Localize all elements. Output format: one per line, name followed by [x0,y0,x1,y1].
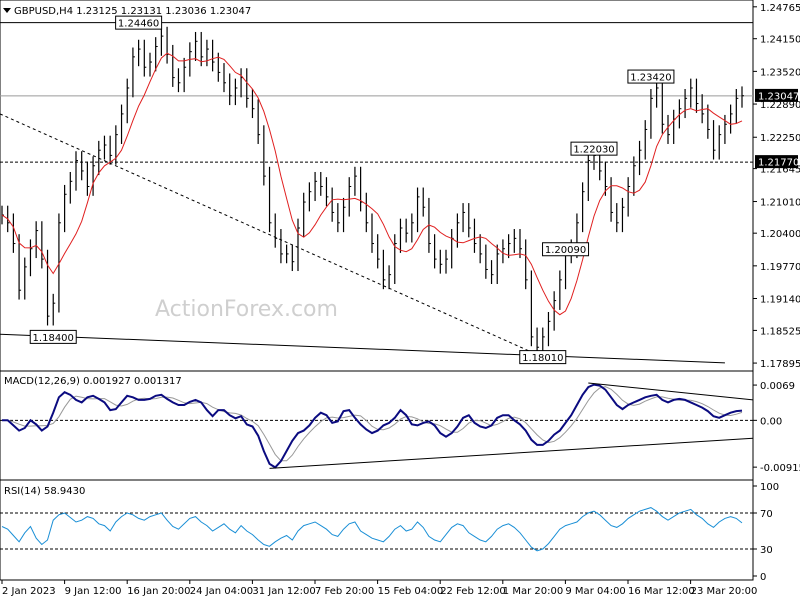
macd-support-trendline [269,437,754,469]
price-y-tick-label: 1.21645 [760,165,800,176]
annotation-box [519,350,567,365]
x-tick-label: 2 Jan 2023 [2,586,56,597]
watermark: ActionForex.com [155,297,338,322]
price-y-tick-label: 1.24150 [760,35,800,46]
price-annotation: 1.20090 [542,242,590,257]
annotation-label: 1.18400 [33,333,74,344]
macd-resistance-trendline [588,382,754,401]
price-y-tick-label: 1.22890 [760,100,800,111]
x-tick-label: 16 Jan 20:00 [127,586,190,597]
macd-y-tick-label: 0.0069 [760,381,795,392]
price-layer: 1.24460 1.23420 1.22030 1.20090 1.18010 1.184… [0,15,753,365]
price-y-tick-label: 1.21010 [760,198,800,209]
current-price-label: 1.23047 [758,91,799,102]
price-y-tick-label: 1.19770 [760,262,800,273]
macd-y-tick-label: 0.00 [760,416,782,427]
x-tick-label: 1 Mar 20:00 [503,586,563,597]
annotation-box [627,69,675,84]
price-y-tick-label: 1.20400 [760,229,800,240]
x-tick-label: 9 Mar 04:00 [565,586,625,597]
annotation-box [115,15,163,30]
moving-average-line [1,52,743,316]
x-tick-label: 15 Feb 04:00 [378,586,444,597]
macd-line [2,383,743,469]
price-title: GBPUSD,H4 1.23125 1.23131 1.23036 1.2304… [14,6,251,17]
rsi-y-tick-label: 30 [760,545,773,556]
price-annotation: 1.23420 [627,69,675,84]
annotation-label: 1.23420 [630,73,671,84]
price-annotation: 1.18400 [29,329,77,344]
support-trendline [0,333,725,364]
x-tick-label: 7 Feb 20:00 [315,586,374,597]
rsi-layer [0,507,753,552]
x-tick-label: 9 Jan 12:00 [65,586,122,597]
annotation-label: 1.22030 [573,145,614,156]
level-price-box [755,155,798,169]
price-y-tick-label: 1.19140 [760,295,800,306]
annotation-label: 1.20090 [545,245,586,256]
annotation-label: 1.24460 [118,19,159,30]
x-tick-label: 31 Jan 12:00 [252,586,315,597]
current-price-box [755,88,798,102]
macd-y-tick-label: -0.009158 [760,463,800,474]
price-annotation: 1.18010 [519,350,567,365]
price-y-tick-label: 1.23520 [760,67,800,78]
x-tick-label: 22 Feb 12:00 [440,586,506,597]
price-y-tick-label: 1.17895 [760,359,800,370]
macd-layer [0,382,754,469]
rsi-title: RSI(14) 58.9430 [4,486,85,497]
rsi-y-tick-label: 0 [760,572,766,583]
x-tick-label: 23 Mar 20:00 [691,586,758,597]
x-tick-label: 24 Jan 04:00 [190,586,253,597]
price-y-tick-label: 1.18525 [760,326,800,337]
price-annotation: 1.22030 [570,141,618,156]
rsi-y-tick-label: 70 [760,509,773,520]
price-annotation: 1.24460 [115,15,163,30]
annotation-label: 1.18010 [522,353,563,364]
rsi-line [1,507,743,552]
price-y-tick-label: 1.22250 [760,133,800,144]
macd-signal-line [2,386,743,462]
x-tick-label: 16 Mar 12:00 [628,586,695,597]
rsi-pane-frame [0,479,754,581]
axis-layer: 1.24765 1.24150 1.23520 1.22890 1.22250 1.216… [1,3,800,597]
annotation-box [29,329,77,344]
macd-title: MACD(12,26,9) 0.001927 0.001317 [4,376,182,387]
annotation-box [542,242,590,257]
rsi-y-tick-label: 100 [760,482,779,493]
price-y-tick-label: 1.24765 [760,3,800,14]
level-price-label: 1.21770 [758,158,799,169]
annotation-box [570,141,618,156]
collapse-arrow-icon[interactable] [3,8,11,13]
